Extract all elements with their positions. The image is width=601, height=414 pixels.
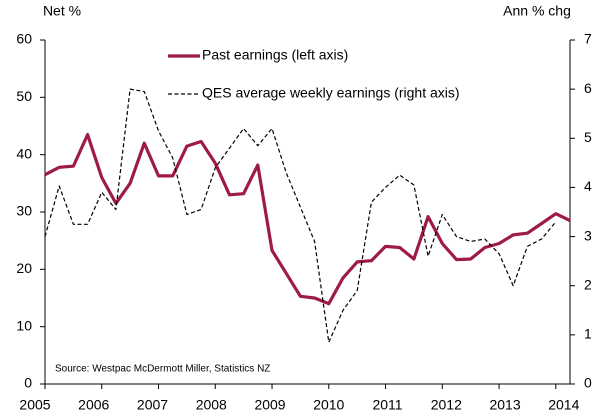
y-tick-label: 60 <box>16 31 32 47</box>
y-tick-label: 30 <box>16 203 32 219</box>
y2-axis-title: Ann % chg <box>503 3 571 19</box>
source-note: Source: Westpac McDermott Miller, Statis… <box>55 364 270 375</box>
y2-tick-label: 5 <box>584 129 592 145</box>
y2-tick-label: 0 <box>584 375 592 391</box>
series-line <box>44 133 571 306</box>
x-tick-label: 2010 <box>313 397 344 413</box>
series-line <box>44 88 557 343</box>
x-tick-label: 2012 <box>431 397 462 413</box>
y-tick-label: 50 <box>16 88 32 104</box>
y-tick-label: 0 <box>24 375 32 391</box>
legend-label: QES average weekly earnings (right axis) <box>202 85 460 101</box>
y2-tick-label: 1 <box>584 326 592 342</box>
y2-tick-label: 7 <box>584 31 592 47</box>
x-tick-label: 2009 <box>254 397 285 413</box>
y2-tick-label: 2 <box>584 276 592 292</box>
y2-tick-label: 4 <box>584 178 592 194</box>
x-tick-label: 2008 <box>196 397 227 413</box>
x-tick-label: 2005 <box>19 397 50 413</box>
legend-label: Past earnings (left axis) <box>202 47 348 63</box>
x-tick-label: 2006 <box>78 397 109 413</box>
y-tick-label: 10 <box>16 317 32 333</box>
x-tick-label: 2007 <box>137 397 168 413</box>
x-tick-label: 2014 <box>548 397 579 413</box>
x-tick-label: 2013 <box>489 397 520 413</box>
y-tick-label: 40 <box>16 145 32 161</box>
y-tick-label: 20 <box>16 260 32 276</box>
y-axis-title: Net % <box>43 3 81 19</box>
y2-tick-label: 3 <box>584 227 592 243</box>
x-tick-label: 2011 <box>372 397 402 413</box>
y2-tick-label: 6 <box>584 80 592 96</box>
